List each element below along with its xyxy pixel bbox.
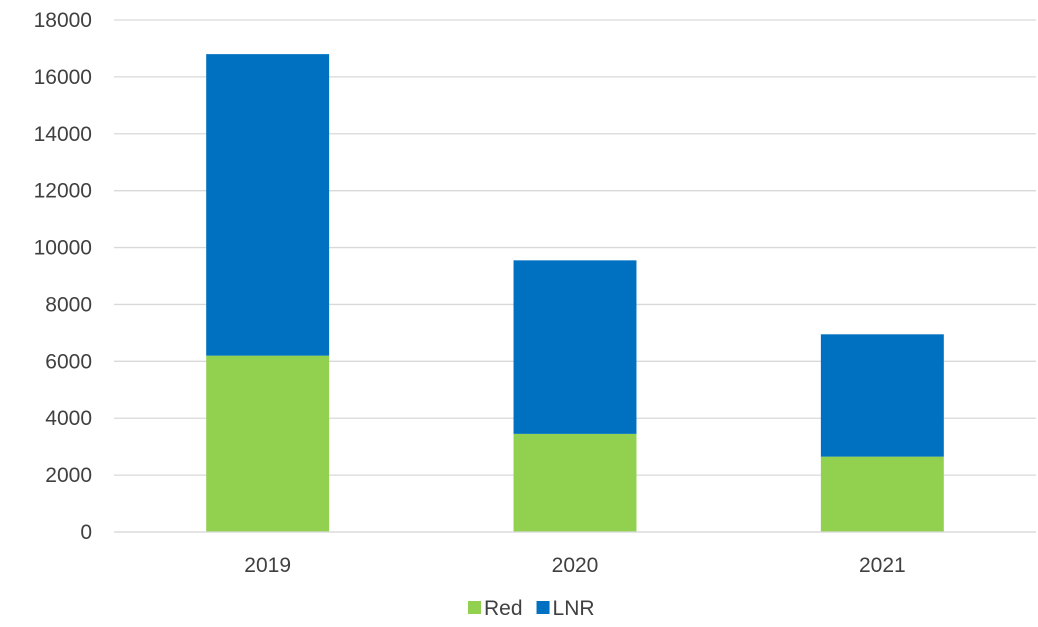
- y-tick-label: 18000: [34, 9, 92, 32]
- y-tick-label: 2000: [45, 464, 92, 487]
- x-tick-label: 2021: [859, 554, 906, 577]
- bar-red-2019: [206, 355, 330, 532]
- legend-swatch-red: [468, 601, 481, 614]
- bar-lnr-2019: [206, 54, 330, 356]
- bar-red-2021: [820, 456, 944, 532]
- legend-label-red: Red: [484, 597, 523, 620]
- x-axis: 2019 2020 2021: [114, 531, 1036, 577]
- x-tick-label: 2020: [552, 554, 599, 577]
- bar-lnr-2021: [820, 334, 944, 457]
- y-tick-label: 8000: [45, 293, 92, 316]
- y-tick-label: 6000: [45, 350, 92, 373]
- y-tick-label: 16000: [34, 66, 92, 89]
- y-axis: 0 2000 4000 6000 8000 10000 12000 14000 16000 180…: [34, 9, 92, 544]
- legend-swatch-lnr: [536, 601, 550, 614]
- legend-label-lnr: LNR: [553, 597, 595, 620]
- y-tick-label: 10000: [34, 237, 92, 260]
- y-tick-label: 0: [80, 521, 92, 544]
- y-tick-label: 12000: [34, 180, 92, 203]
- bar-red-2020: [513, 433, 637, 532]
- bars: [206, 54, 944, 532]
- bar-lnr-2020: [513, 260, 637, 434]
- legend: Red LNR: [468, 597, 595, 620]
- x-tick-label: 2019: [244, 554, 291, 577]
- y-tick-label: 4000: [45, 407, 92, 430]
- y-tick-label: 14000: [34, 123, 92, 146]
